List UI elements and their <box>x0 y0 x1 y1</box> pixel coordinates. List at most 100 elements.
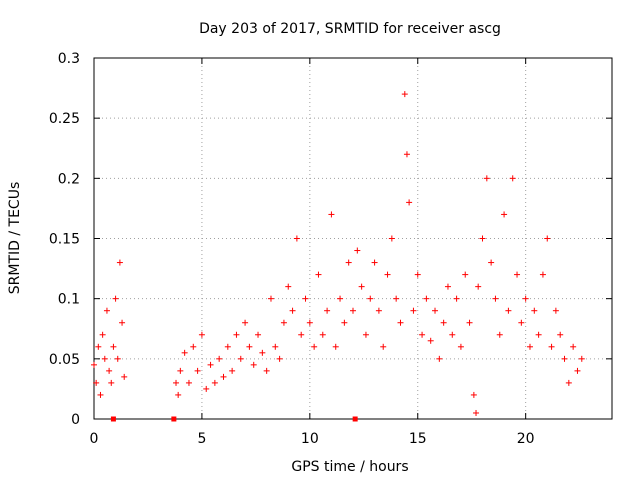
data-point <box>302 295 309 302</box>
data-point <box>173 379 180 386</box>
data-point <box>380 343 387 350</box>
data-point <box>93 379 100 386</box>
data-point <box>557 331 564 338</box>
data-point <box>375 307 382 314</box>
data-point <box>488 259 495 266</box>
data-point <box>311 343 318 350</box>
missing-data-marker <box>352 416 358 422</box>
y-tick-label: 0.1 <box>58 292 80 308</box>
y-tick-labels: 0 0.05 0.1 0.15 0.2 0.25 0.3 <box>49 51 80 428</box>
missing-data-marker <box>171 416 177 422</box>
data-point <box>181 349 188 356</box>
data-point <box>328 211 335 218</box>
data-point <box>276 355 283 362</box>
y-tick-label: 0.15 <box>49 232 80 248</box>
missing-data-markers <box>110 416 358 422</box>
data-point <box>190 343 197 350</box>
data-point <box>255 331 262 338</box>
data-point <box>280 319 287 326</box>
data-point <box>414 271 421 278</box>
data-point <box>496 331 503 338</box>
data-point <box>453 295 460 302</box>
data-point <box>175 391 182 398</box>
chart-title: Day 203 of 2017, SRMTID for receiver asc… <box>199 21 501 37</box>
data-point <box>267 295 274 302</box>
data-point <box>535 331 542 338</box>
data-point <box>110 343 117 350</box>
data-points <box>91 91 585 416</box>
y-axis-label: SRMTID / TECUs <box>7 182 23 295</box>
data-point <box>97 391 104 398</box>
x-tick-labels: 0 5 10 15 20 <box>90 431 535 447</box>
x-tick-label: 20 <box>517 431 535 447</box>
x-tick-label: 5 <box>197 431 206 447</box>
data-point <box>371 259 378 266</box>
data-point <box>410 307 417 314</box>
data-point <box>112 295 119 302</box>
x-axis-label: GPS time / hours <box>291 459 408 475</box>
data-point <box>358 283 365 290</box>
data-point <box>289 307 296 314</box>
data-point <box>388 235 395 242</box>
data-point <box>108 379 115 386</box>
data-point <box>423 295 430 302</box>
data-point <box>440 319 447 326</box>
data-point <box>116 259 123 266</box>
data-point <box>449 331 456 338</box>
data-point <box>285 283 292 290</box>
data-point <box>119 319 126 326</box>
data-point <box>362 331 369 338</box>
data-point <box>319 331 326 338</box>
data-point <box>552 307 559 314</box>
data-point <box>220 373 227 380</box>
data-point <box>216 355 223 362</box>
data-point <box>470 391 477 398</box>
data-point <box>514 271 521 278</box>
data-point <box>462 271 469 278</box>
data-point <box>419 331 426 338</box>
data-point <box>522 295 529 302</box>
data-point <box>526 343 533 350</box>
data-point <box>103 307 110 314</box>
data-point <box>91 361 97 368</box>
data-point <box>406 199 413 206</box>
data-point <box>250 361 257 368</box>
data-point <box>337 295 344 302</box>
data-point <box>397 319 404 326</box>
data-point <box>198 331 205 338</box>
data-point <box>483 175 490 182</box>
data-point <box>306 319 313 326</box>
x-tick-label: 10 <box>301 431 319 447</box>
data-point <box>565 379 572 386</box>
data-point <box>561 355 568 362</box>
data-point <box>509 175 516 182</box>
data-point <box>518 319 525 326</box>
data-point <box>544 235 551 242</box>
data-point <box>95 343 102 350</box>
data-point <box>185 379 192 386</box>
data-point <box>114 355 121 362</box>
data-point <box>479 235 486 242</box>
data-point <box>101 355 108 362</box>
y-tick-label: 0.2 <box>58 171 80 187</box>
data-point <box>350 307 356 314</box>
data-point <box>384 271 391 278</box>
data-point <box>332 343 339 350</box>
data-point <box>246 343 253 350</box>
data-point <box>293 235 300 242</box>
data-point <box>427 337 434 344</box>
data-point <box>233 331 240 338</box>
data-point <box>578 355 585 362</box>
missing-data-marker <box>110 416 116 422</box>
x-tick-label: 0 <box>90 431 99 447</box>
data-point <box>315 271 322 278</box>
data-point <box>570 343 577 350</box>
data-point <box>242 319 249 326</box>
grid-lines <box>94 58 612 419</box>
y-tick-label: 0.25 <box>49 111 80 127</box>
data-point <box>457 343 464 350</box>
data-point <box>539 271 546 278</box>
data-point <box>393 295 400 302</box>
data-point <box>298 331 305 338</box>
